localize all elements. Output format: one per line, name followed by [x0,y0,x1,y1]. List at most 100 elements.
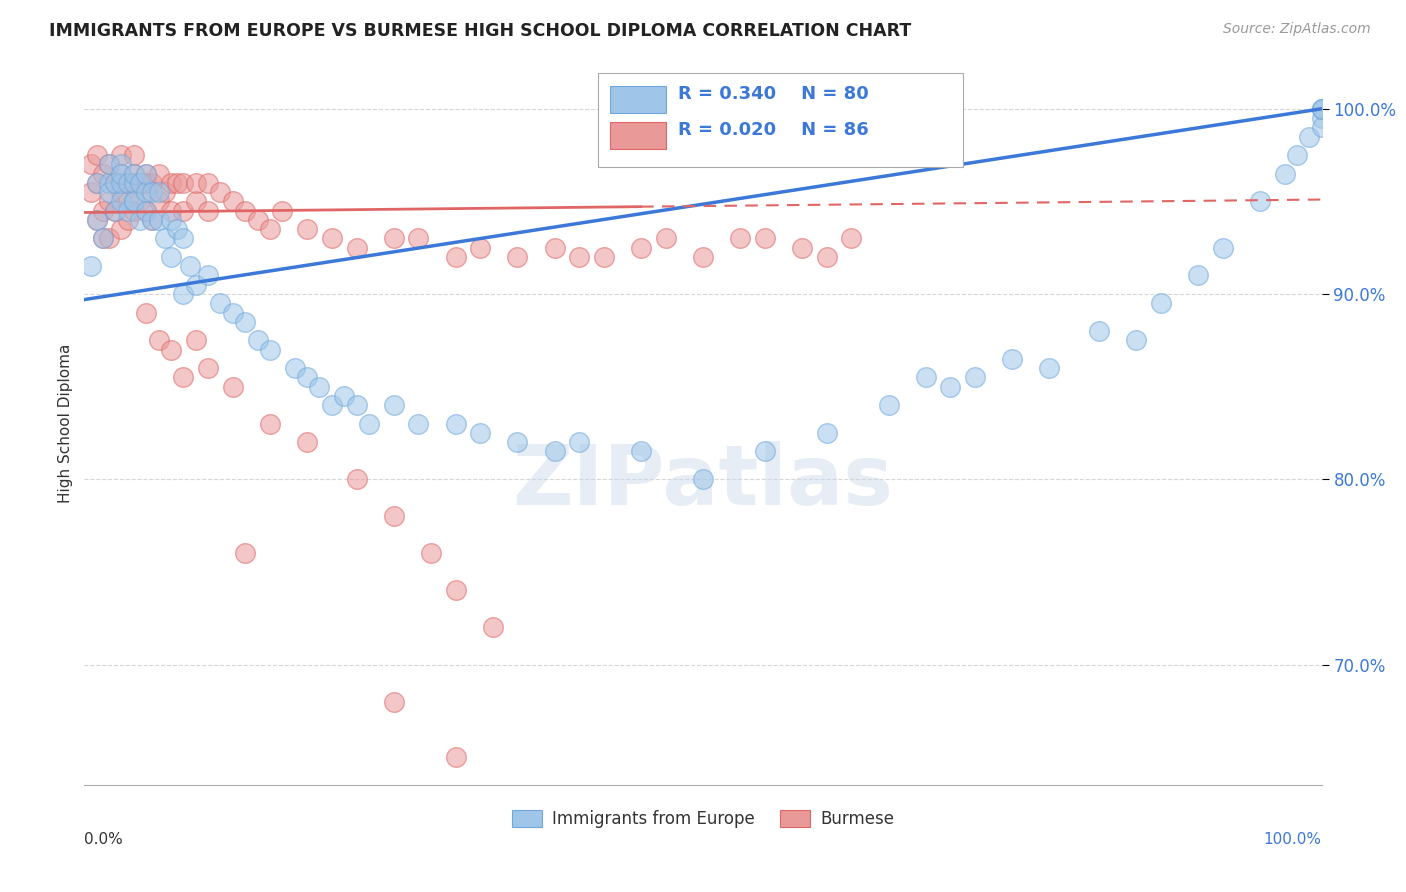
Point [321,398,343,412]
Point [122,194,145,209]
Point [110,185,132,199]
Point [1125,334,1147,348]
Legend: Immigrants from Europe, Burmese: Immigrants from Europe, Burmese [506,803,900,834]
Point [1187,268,1209,283]
Point [86,148,108,162]
Point [166,176,188,190]
Point [98,231,121,245]
Point [1310,111,1333,125]
Point [179,259,201,273]
Point [382,509,405,524]
Point [104,203,127,218]
Point [815,425,838,440]
Point [444,250,467,264]
Point [172,287,194,301]
Point [233,203,256,218]
Point [79,157,101,171]
Point [79,259,101,273]
Point [153,185,176,199]
Point [543,444,565,458]
Point [271,203,294,218]
Point [148,185,170,199]
Point [877,398,900,412]
Point [153,231,176,245]
Point [197,176,219,190]
Point [141,213,163,227]
Point [135,203,157,218]
Text: ZIPatlas: ZIPatlas [513,441,893,522]
Point [135,167,157,181]
Point [197,361,219,376]
Point [1274,167,1296,181]
Point [98,157,121,171]
Point [135,305,157,319]
Point [419,546,441,560]
Point [135,203,157,218]
Point [110,167,132,181]
Point [110,194,132,209]
Point [444,417,467,431]
Y-axis label: High School Diploma: High School Diploma [58,344,73,503]
Point [346,398,368,412]
Point [184,176,207,190]
Point [148,194,170,209]
Point [1310,102,1333,116]
Point [790,241,813,255]
Point [197,203,219,218]
Point [284,361,307,376]
Point [233,546,256,560]
Point [630,241,652,255]
Point [91,167,114,181]
Point [357,417,380,431]
Point [86,213,108,227]
Point [98,185,121,199]
Point [141,213,163,227]
Point [104,176,127,190]
Point [841,231,863,245]
Point [98,176,121,190]
Point [98,157,121,171]
Point [129,176,152,190]
Point [295,222,318,236]
Point [160,176,183,190]
Point [122,148,145,162]
Point [295,370,318,384]
Point [1150,296,1173,310]
Point [98,194,121,209]
Point [104,176,127,190]
Point [408,417,430,431]
FancyBboxPatch shape [610,121,666,149]
Point [506,435,529,450]
Point [141,176,163,190]
Point [259,343,281,357]
Point [122,194,145,209]
Point [444,583,467,598]
Point [444,750,467,764]
Point [110,176,132,190]
Point [754,444,776,458]
Point [135,167,157,181]
Point [122,167,145,181]
Point [172,370,194,384]
Point [408,231,430,245]
Point [222,305,245,319]
Point [1310,102,1333,116]
Point [1310,102,1333,116]
FancyBboxPatch shape [610,86,666,113]
Point [129,176,152,190]
Point [129,194,152,209]
Point [197,268,219,283]
Point [222,379,245,393]
Point [122,203,145,218]
Point [172,231,194,245]
Point [209,185,232,199]
Point [568,250,591,264]
Point [382,398,405,412]
Point [86,213,108,227]
Point [295,435,318,450]
Point [1088,324,1111,338]
Point [655,231,678,245]
Point [184,194,207,209]
Point [129,213,152,227]
Point [470,425,492,440]
